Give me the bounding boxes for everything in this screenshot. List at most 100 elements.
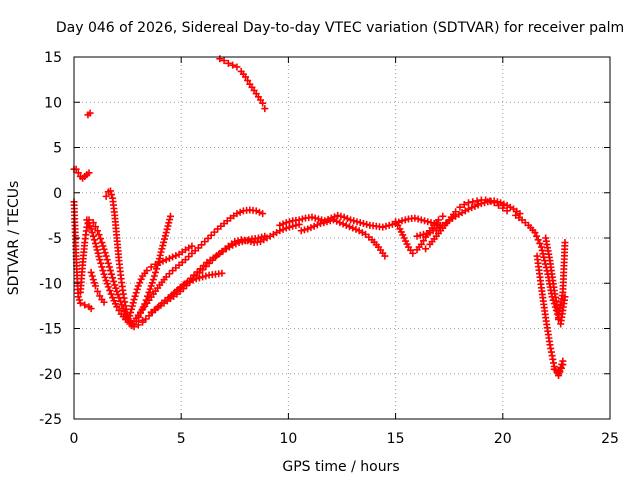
interp-point bbox=[557, 363, 565, 371]
interp-point bbox=[148, 279, 156, 287]
interp-point bbox=[379, 249, 387, 257]
interp-point bbox=[407, 246, 415, 254]
interp-point bbox=[163, 297, 171, 305]
data-point bbox=[145, 312, 153, 320]
interp-point bbox=[403, 240, 411, 248]
interp-point bbox=[358, 229, 366, 237]
series-arc-q bbox=[422, 196, 511, 253]
interp-point bbox=[78, 265, 86, 273]
x-tick-label: 0 bbox=[70, 431, 79, 447]
interp-point bbox=[111, 300, 119, 308]
data-point bbox=[317, 220, 325, 228]
data-point bbox=[192, 275, 200, 283]
interp-point bbox=[247, 238, 255, 246]
interp-point bbox=[208, 271, 216, 279]
interp-point bbox=[164, 222, 172, 230]
interp-point bbox=[157, 248, 165, 256]
data-point bbox=[106, 267, 114, 275]
interp-point bbox=[132, 289, 140, 297]
data-point bbox=[134, 321, 142, 329]
interp-point bbox=[106, 286, 114, 294]
interp-point bbox=[134, 311, 142, 319]
series-arc-f bbox=[102, 187, 136, 330]
interp-point bbox=[408, 215, 416, 223]
interp-point bbox=[160, 238, 168, 246]
interp-point bbox=[228, 240, 236, 248]
interp-point bbox=[92, 243, 100, 251]
series-arc-n bbox=[276, 211, 445, 231]
interp-point bbox=[107, 290, 115, 298]
series-arc-a bbox=[70, 165, 93, 182]
data-point bbox=[276, 221, 284, 229]
interp-point bbox=[208, 256, 216, 264]
series-arc-c bbox=[216, 55, 269, 113]
series-arc-g bbox=[83, 216, 147, 331]
interp-point bbox=[108, 270, 116, 278]
interp-point bbox=[88, 229, 96, 237]
interp-point bbox=[99, 267, 107, 275]
data-point bbox=[91, 239, 99, 247]
interp-point bbox=[137, 275, 145, 283]
interp-point bbox=[141, 302, 149, 310]
y-tick-label: -10 bbox=[39, 276, 62, 292]
interp-point bbox=[252, 90, 260, 98]
x-tick-label: 10 bbox=[279, 431, 297, 447]
interp-point bbox=[240, 236, 248, 244]
data-point bbox=[439, 212, 447, 220]
interp-point bbox=[255, 208, 263, 216]
data-point bbox=[199, 273, 207, 281]
series-arc-k bbox=[139, 232, 269, 326]
data-point bbox=[259, 210, 267, 218]
interp-point bbox=[119, 286, 127, 294]
interp-point bbox=[330, 213, 338, 221]
interp-point bbox=[556, 367, 564, 375]
data-point bbox=[229, 61, 237, 69]
interp-point bbox=[534, 236, 542, 244]
interp-point bbox=[248, 83, 256, 91]
interp-point bbox=[401, 216, 409, 224]
interp-point bbox=[178, 258, 186, 266]
y-tick-label: -20 bbox=[39, 367, 62, 383]
data-point bbox=[398, 217, 406, 225]
interp-point bbox=[104, 259, 112, 267]
interp-point bbox=[506, 203, 514, 211]
data-point bbox=[162, 229, 170, 237]
interp-point bbox=[481, 199, 489, 207]
interp-point bbox=[234, 237, 242, 245]
interp-point bbox=[198, 241, 206, 249]
interp-point bbox=[307, 224, 315, 232]
interp-point bbox=[172, 264, 180, 272]
interp-point bbox=[160, 276, 168, 284]
data-layer bbox=[70, 55, 569, 380]
series-arc-j bbox=[130, 206, 267, 325]
interp-point bbox=[133, 285, 141, 293]
interp-point bbox=[75, 296, 83, 304]
data-point bbox=[145, 288, 153, 296]
interp-point bbox=[103, 280, 111, 288]
interp-point bbox=[493, 198, 501, 206]
interp-point bbox=[356, 219, 364, 227]
data-point bbox=[76, 299, 84, 307]
interp-point bbox=[513, 207, 521, 215]
data-point bbox=[224, 59, 232, 67]
data-point bbox=[216, 55, 224, 63]
x-tick-label: 20 bbox=[494, 431, 512, 447]
y-tick-label: 10 bbox=[44, 95, 62, 111]
interp-point bbox=[97, 259, 105, 267]
interp-point bbox=[153, 265, 161, 273]
interp-point bbox=[93, 246, 101, 254]
interp-point bbox=[279, 220, 287, 228]
interp-point bbox=[550, 283, 558, 291]
interp-point bbox=[110, 277, 118, 285]
interp-point bbox=[537, 280, 545, 288]
data-point bbox=[147, 263, 155, 271]
interp-point bbox=[110, 208, 118, 216]
series-arc-w bbox=[550, 357, 567, 378]
interp-point bbox=[558, 310, 566, 318]
data-point bbox=[106, 187, 114, 195]
data-point bbox=[151, 260, 159, 268]
data-point bbox=[100, 298, 108, 306]
interp-point bbox=[147, 293, 155, 301]
interp-point bbox=[115, 306, 123, 314]
interp-point bbox=[154, 284, 162, 292]
